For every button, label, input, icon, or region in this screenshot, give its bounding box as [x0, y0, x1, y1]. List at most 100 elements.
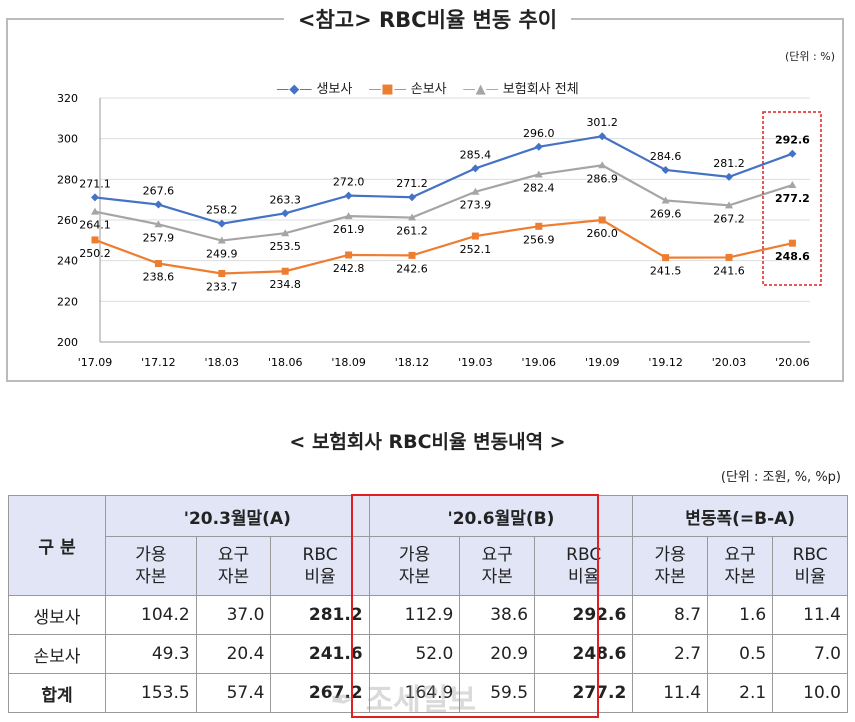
data-label: 238.6: [143, 271, 175, 284]
row-label: 생보사: [8, 595, 106, 635]
y-tick-label: 240: [57, 255, 78, 268]
data-label: 284.6: [650, 150, 682, 163]
data-label: 264.1: [79, 219, 111, 232]
data-point: [598, 161, 607, 169]
table-cell: 2.1: [707, 673, 774, 713]
watermark: ✒︎ 조세일보: [330, 683, 476, 718]
group-header: '20.6월말(B): [368, 495, 634, 537]
data-label: 234.8: [269, 278, 301, 291]
table-cell: 292.6: [534, 595, 634, 635]
data-label: 267.2: [713, 212, 745, 225]
data-label: 271.1: [79, 177, 111, 190]
data-point: [534, 170, 543, 178]
data-point: [345, 251, 353, 259]
chart-legend: —◆— 생보사 —■— 손보사 —▲— 보험회사 전체: [0, 78, 855, 97]
series-line: [94, 135, 793, 225]
data-point: [662, 254, 670, 262]
legend-marker-icon: —■—: [368, 82, 407, 97]
data-point: [661, 196, 670, 204]
data-point: [471, 187, 480, 195]
data-label: 256.9: [523, 233, 555, 246]
sub-header: 가용 자본: [105, 536, 197, 596]
data-label: 248.6: [775, 250, 810, 263]
data-point: [154, 220, 163, 228]
table-cell: 8.7: [632, 595, 709, 635]
data-label: 273.9: [460, 199, 492, 212]
data-label: 267.6: [143, 185, 175, 198]
table-cell: 1.6: [707, 595, 774, 635]
table-cell: 277.2: [534, 673, 634, 713]
data-label: 261.2: [396, 225, 428, 238]
table-cell: 11.4: [632, 673, 709, 713]
data-point: [408, 251, 416, 259]
y-tick-label: 260: [57, 214, 78, 227]
data-label: 263.3: [269, 193, 301, 206]
table-cell: 267.2: [270, 673, 370, 713]
legend-item: —▲— 보험회사 전체: [463, 82, 579, 97]
table-unit: (단위 : 조원, %, %p): [720, 470, 841, 485]
table-cell: 153.5: [105, 673, 197, 713]
table-cell: 2.7: [632, 634, 709, 674]
data-point: [154, 260, 162, 268]
data-point: [91, 193, 99, 202]
data-label: 257.9: [143, 231, 175, 244]
data-label: 258.2: [206, 204, 238, 217]
table-cell: 112.9: [368, 595, 461, 635]
rbc-table: 구 분 '20.3월말(A) '20.6월말(B) 변동폭(=B-A) 가용 자…: [8, 495, 848, 713]
data-point: [788, 149, 797, 158]
data-point: [408, 213, 416, 221]
data-point: [91, 236, 99, 244]
corner-header: 구 분: [8, 495, 106, 596]
data-label: 242.8: [333, 262, 365, 275]
y-tick-label: 200: [57, 336, 78, 349]
table-cell: 11.4: [772, 595, 848, 635]
table-cell: 241.6: [270, 634, 370, 674]
x-tick-label: '18.06: [268, 356, 303, 369]
chart-title: <참고> RBC비율 변동 추이: [0, 4, 855, 34]
data-point: [788, 239, 796, 247]
data-label: 241.6: [713, 264, 745, 277]
legend-item: —■— 손보사: [368, 82, 446, 97]
data-label: 286.9: [586, 172, 618, 185]
highlight-box: [762, 111, 822, 286]
data-point: [281, 209, 290, 218]
data-label: 269.6: [650, 207, 682, 220]
x-tick-label: '17.09: [78, 356, 113, 369]
data-label: 249.9: [206, 248, 238, 261]
table-title: < 보험회사 RBC비율 변동내역 >: [289, 431, 566, 453]
data-label: 261.9: [333, 223, 365, 236]
legend-marker-icon: —▲—: [462, 82, 499, 97]
data-point: [91, 207, 99, 215]
highlight-box: [351, 494, 599, 718]
data-point: [217, 236, 226, 244]
data-point: [535, 222, 543, 230]
x-tick-label: '18.09: [331, 356, 366, 369]
sub-header: RBC 비율: [772, 536, 848, 596]
x-tick-label: '19.12: [648, 356, 683, 369]
data-point: [344, 191, 353, 200]
data-label: 285.4: [460, 148, 492, 161]
data-point: [725, 253, 733, 261]
series-line: [94, 218, 793, 275]
legend-item: —◆— 생보사: [276, 82, 352, 97]
table-cell: 20.9: [459, 634, 536, 674]
table-row: 합계 153.5 57.4 267.2 164.9 59.5 277.2 11.4 2.1 10.…: [8, 673, 848, 713]
sub-header: 요구 자본: [459, 536, 536, 596]
legend-label: 손보사: [410, 82, 447, 97]
data-point: [471, 232, 479, 240]
data-point: [471, 164, 480, 173]
table-cell: 164.9: [368, 673, 461, 713]
data-label: 292.6: [775, 134, 810, 147]
legend-marker-icon: —◆—: [276, 82, 313, 97]
series-line: [94, 164, 793, 242]
group-header: '20.3월말(A): [105, 495, 370, 537]
y-tick-label: 320: [57, 92, 78, 105]
row-label: 손보사: [8, 634, 106, 674]
data-point: [281, 267, 289, 275]
x-tick-label: '19.06: [522, 356, 557, 369]
x-tick-label: '19.03: [458, 356, 493, 369]
data-point: [661, 165, 670, 174]
sub-header: RBC 비율: [534, 536, 634, 596]
data-label: 233.7: [206, 280, 238, 293]
data-label: 241.5: [650, 265, 682, 278]
